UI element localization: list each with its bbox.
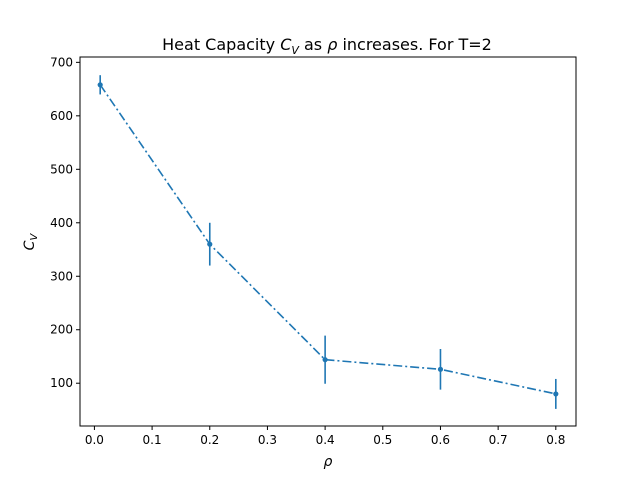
x-axis-label: ρ [324, 454, 333, 470]
y-tick-label: 600 [50, 109, 73, 123]
data-point [437, 366, 444, 372]
chart-title-mid: as [299, 35, 327, 54]
chart-title-main: Heat Capacity [162, 35, 280, 54]
data-point [322, 357, 328, 363]
x-tick-label: 0.2 [200, 433, 219, 447]
chart-title-rho: ρ [327, 35, 337, 54]
x-tick-label: 0.6 [431, 433, 450, 447]
data-point [97, 82, 103, 88]
series-layer [97, 75, 559, 409]
y-axis-ticks: 100 200 300 400 500 600 700 [50, 55, 80, 390]
y-axis-label-subscript: V [29, 233, 40, 241]
x-tick-label: 0.1 [143, 433, 162, 447]
x-tick-label: 0.0 [85, 433, 104, 447]
chart-title-symbol: C [280, 35, 292, 54]
x-tick-label: 0.7 [489, 433, 508, 447]
chart-title-subscript: V [291, 44, 300, 57]
y-tick-label: 300 [50, 269, 73, 283]
x-tick-label: 0.8 [546, 433, 565, 447]
x-tick-label: 0.4 [316, 433, 335, 447]
y-tick-label: 400 [50, 216, 73, 230]
x-axis-ticks: 0.0 0.1 0.2 0.3 0.4 0.5 0.6 0.7 0.8 [85, 426, 565, 447]
y-tick-label: 500 [50, 162, 73, 176]
y-axis-label: CV [22, 233, 40, 251]
plot-frame [79, 56, 577, 427]
x-tick-label: 0.5 [373, 433, 392, 447]
data-point [207, 241, 213, 247]
y-tick-label: 100 [50, 376, 73, 390]
chart-title-end: increases. For T=2 [337, 35, 491, 54]
y-tick-label: 200 [50, 323, 73, 337]
y-tick-label: 700 [50, 55, 73, 69]
data-point [553, 391, 559, 397]
y-axis-label-symbol: C [22, 240, 38, 250]
chart-title: Heat Capacity CV as ρ increases. For T=2 [162, 35, 492, 57]
x-tick-label: 0.3 [258, 433, 277, 447]
series-line [99, 84, 556, 395]
